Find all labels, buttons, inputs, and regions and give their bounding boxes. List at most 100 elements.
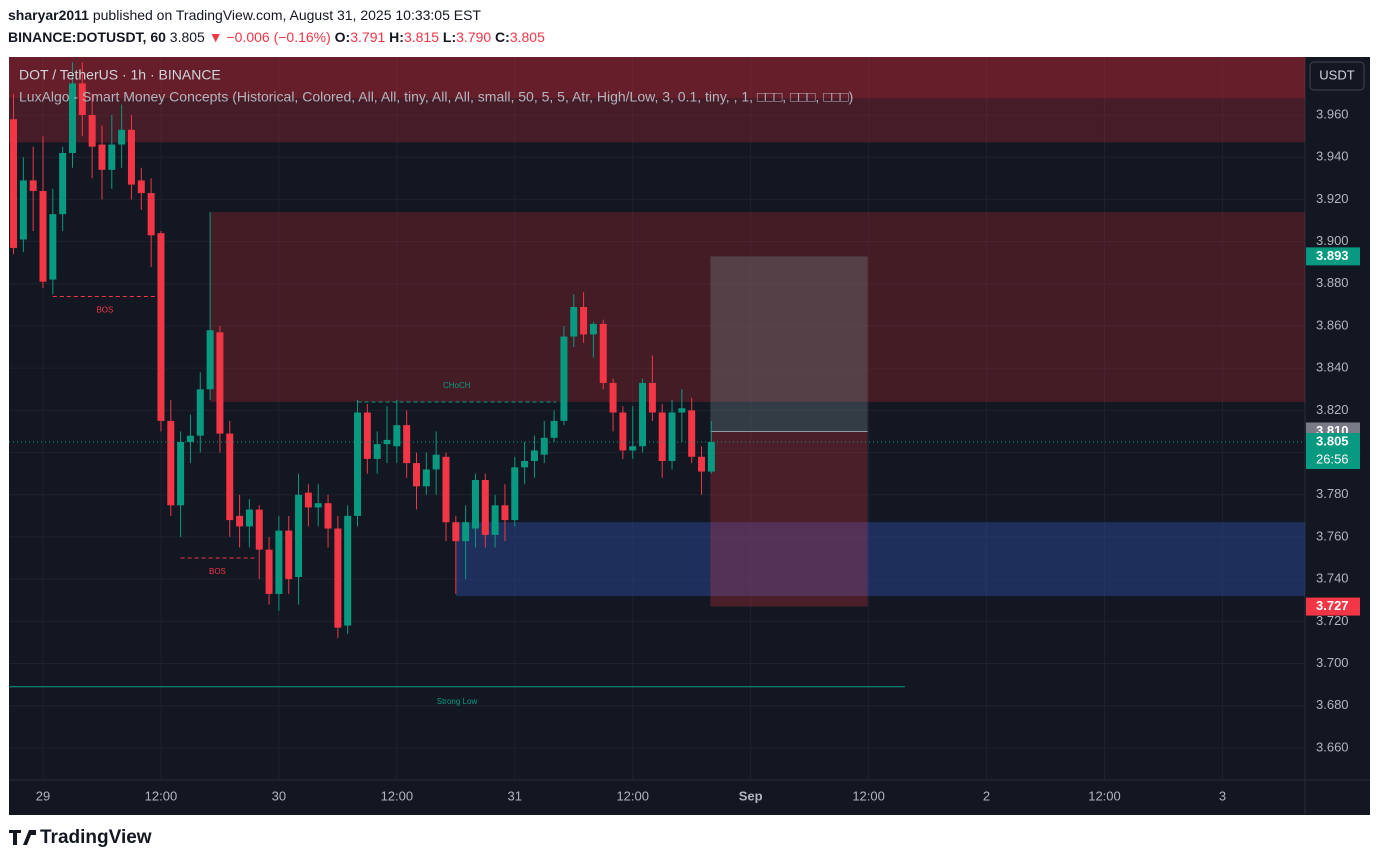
candle-body <box>265 549 273 594</box>
candle-body <box>648 382 656 413</box>
candle-body <box>68 83 76 153</box>
candle-body <box>275 530 283 594</box>
candle-body <box>412 463 420 487</box>
candle-body <box>108 144 116 170</box>
y-tick-label: 3.840 <box>1316 360 1349 375</box>
candle-body <box>422 469 430 487</box>
x-tick-label: 2 <box>983 788 990 803</box>
x-tick-label: 12:00 <box>852 788 885 803</box>
structure-label: CHoCH <box>443 381 471 390</box>
candle-body <box>471 479 479 529</box>
candle-body <box>167 420 175 506</box>
candle-body <box>511 467 519 521</box>
y-tick-label: 3.760 <box>1316 528 1349 543</box>
candle-body <box>127 129 135 185</box>
y-tick-label: 3.720 <box>1316 613 1349 628</box>
candle-body <box>177 442 185 506</box>
candle-body <box>78 83 86 116</box>
candle-body <box>560 336 568 421</box>
published: published on TradingView.com, August 31,… <box>93 7 482 23</box>
price-label: 3.805 <box>1316 433 1349 448</box>
y-tick-label: 3.940 <box>1316 149 1349 164</box>
candle-body <box>462 522 470 542</box>
price-label: 3.727 <box>1316 598 1349 613</box>
candle-body <box>334 528 342 628</box>
candle-body <box>442 456 450 523</box>
brand: TradingView <box>40 827 152 848</box>
c-label: C: <box>495 29 510 45</box>
candle-body <box>39 190 47 282</box>
candle-body <box>314 503 322 508</box>
x-tick-label: 12:00 <box>381 788 414 803</box>
y-tick-label: 3.860 <box>1316 317 1349 332</box>
y-tick-label: 3.680 <box>1316 697 1349 712</box>
candle-body <box>216 332 224 434</box>
candle-body <box>344 515 352 626</box>
high: 3.815 <box>404 29 439 45</box>
price-label-box <box>1306 433 1360 470</box>
candle-body <box>226 433 234 521</box>
last-price: 3.805 <box>170 29 205 45</box>
candle-body <box>157 233 165 421</box>
y-tick-label: 3.880 <box>1316 275 1349 290</box>
symbol-line: BINANCE:DOTUSDT, 60 3.805 ▼ −0.006 (−0.1… <box>8 29 545 45</box>
candle-body <box>491 505 499 535</box>
candle-body <box>236 515 244 527</box>
candle-body <box>678 408 686 413</box>
low: 3.790 <box>456 29 491 45</box>
zone <box>9 57 1305 143</box>
price-label-box <box>1306 247 1360 266</box>
zone <box>9 57 1305 99</box>
structure-label: BOS <box>96 306 113 315</box>
structure-label: BOS <box>209 567 226 576</box>
candle-body <box>550 420 558 438</box>
plot-area: BOS BOS CHoCH Strong Low <box>9 57 1305 780</box>
o-label: O: <box>335 29 351 45</box>
close: 3.805 <box>510 29 545 45</box>
x-tick-label: 29 <box>36 788 50 803</box>
position-loss <box>710 431 868 607</box>
candle-body <box>363 412 371 459</box>
y-tick-label: 3.820 <box>1316 402 1349 417</box>
position-profit <box>710 256 868 432</box>
candle-body <box>137 180 145 194</box>
candle-body <box>658 412 666 462</box>
candle-body <box>599 323 607 383</box>
candle-body <box>501 505 509 521</box>
y-tick-label: 3.900 <box>1316 233 1349 248</box>
candle-body <box>570 307 578 337</box>
candle-body <box>206 330 214 390</box>
axes: 3.6603.6803.7003.7203.7403.7603.7803.800… <box>36 106 1360 803</box>
currency[interactable]: USDT <box>1319 67 1354 82</box>
y-tick-label: 3.920 <box>1316 191 1349 206</box>
x-tick-label: 12:00 <box>145 788 178 803</box>
candle-body <box>147 193 155 236</box>
candle-body <box>118 129 126 145</box>
candle-body <box>629 446 637 451</box>
candle-body <box>285 530 293 580</box>
currency-button[interactable] <box>1309 61 1365 91</box>
indicator-legend: LuxAlgo - Smart Money Concepts (Historic… <box>19 89 853 105</box>
candle-body <box>619 412 627 451</box>
candle-body <box>383 439 391 445</box>
candle-body <box>481 479 489 535</box>
candle-body <box>19 180 27 240</box>
y-tick-label: 3.960 <box>1316 106 1349 121</box>
candle-body <box>668 412 676 462</box>
candle-body <box>245 509 253 527</box>
candle-body <box>10 119 18 248</box>
candle-body <box>59 152 67 215</box>
open: 3.791 <box>350 29 385 45</box>
candle-body <box>403 425 411 464</box>
chart-title: DOT / TetherUS · 1h · BINANCE <box>19 67 221 83</box>
candle-body <box>707 442 715 472</box>
candle-body <box>432 454 440 470</box>
candle-body <box>589 323 597 335</box>
price-label-box <box>1306 597 1360 616</box>
candle-body <box>580 307 588 335</box>
candle-body <box>29 180 37 191</box>
candle-body <box>698 456 706 472</box>
y-tick-label: 3.740 <box>1316 571 1349 586</box>
y-tick-label: 3.780 <box>1316 486 1349 501</box>
